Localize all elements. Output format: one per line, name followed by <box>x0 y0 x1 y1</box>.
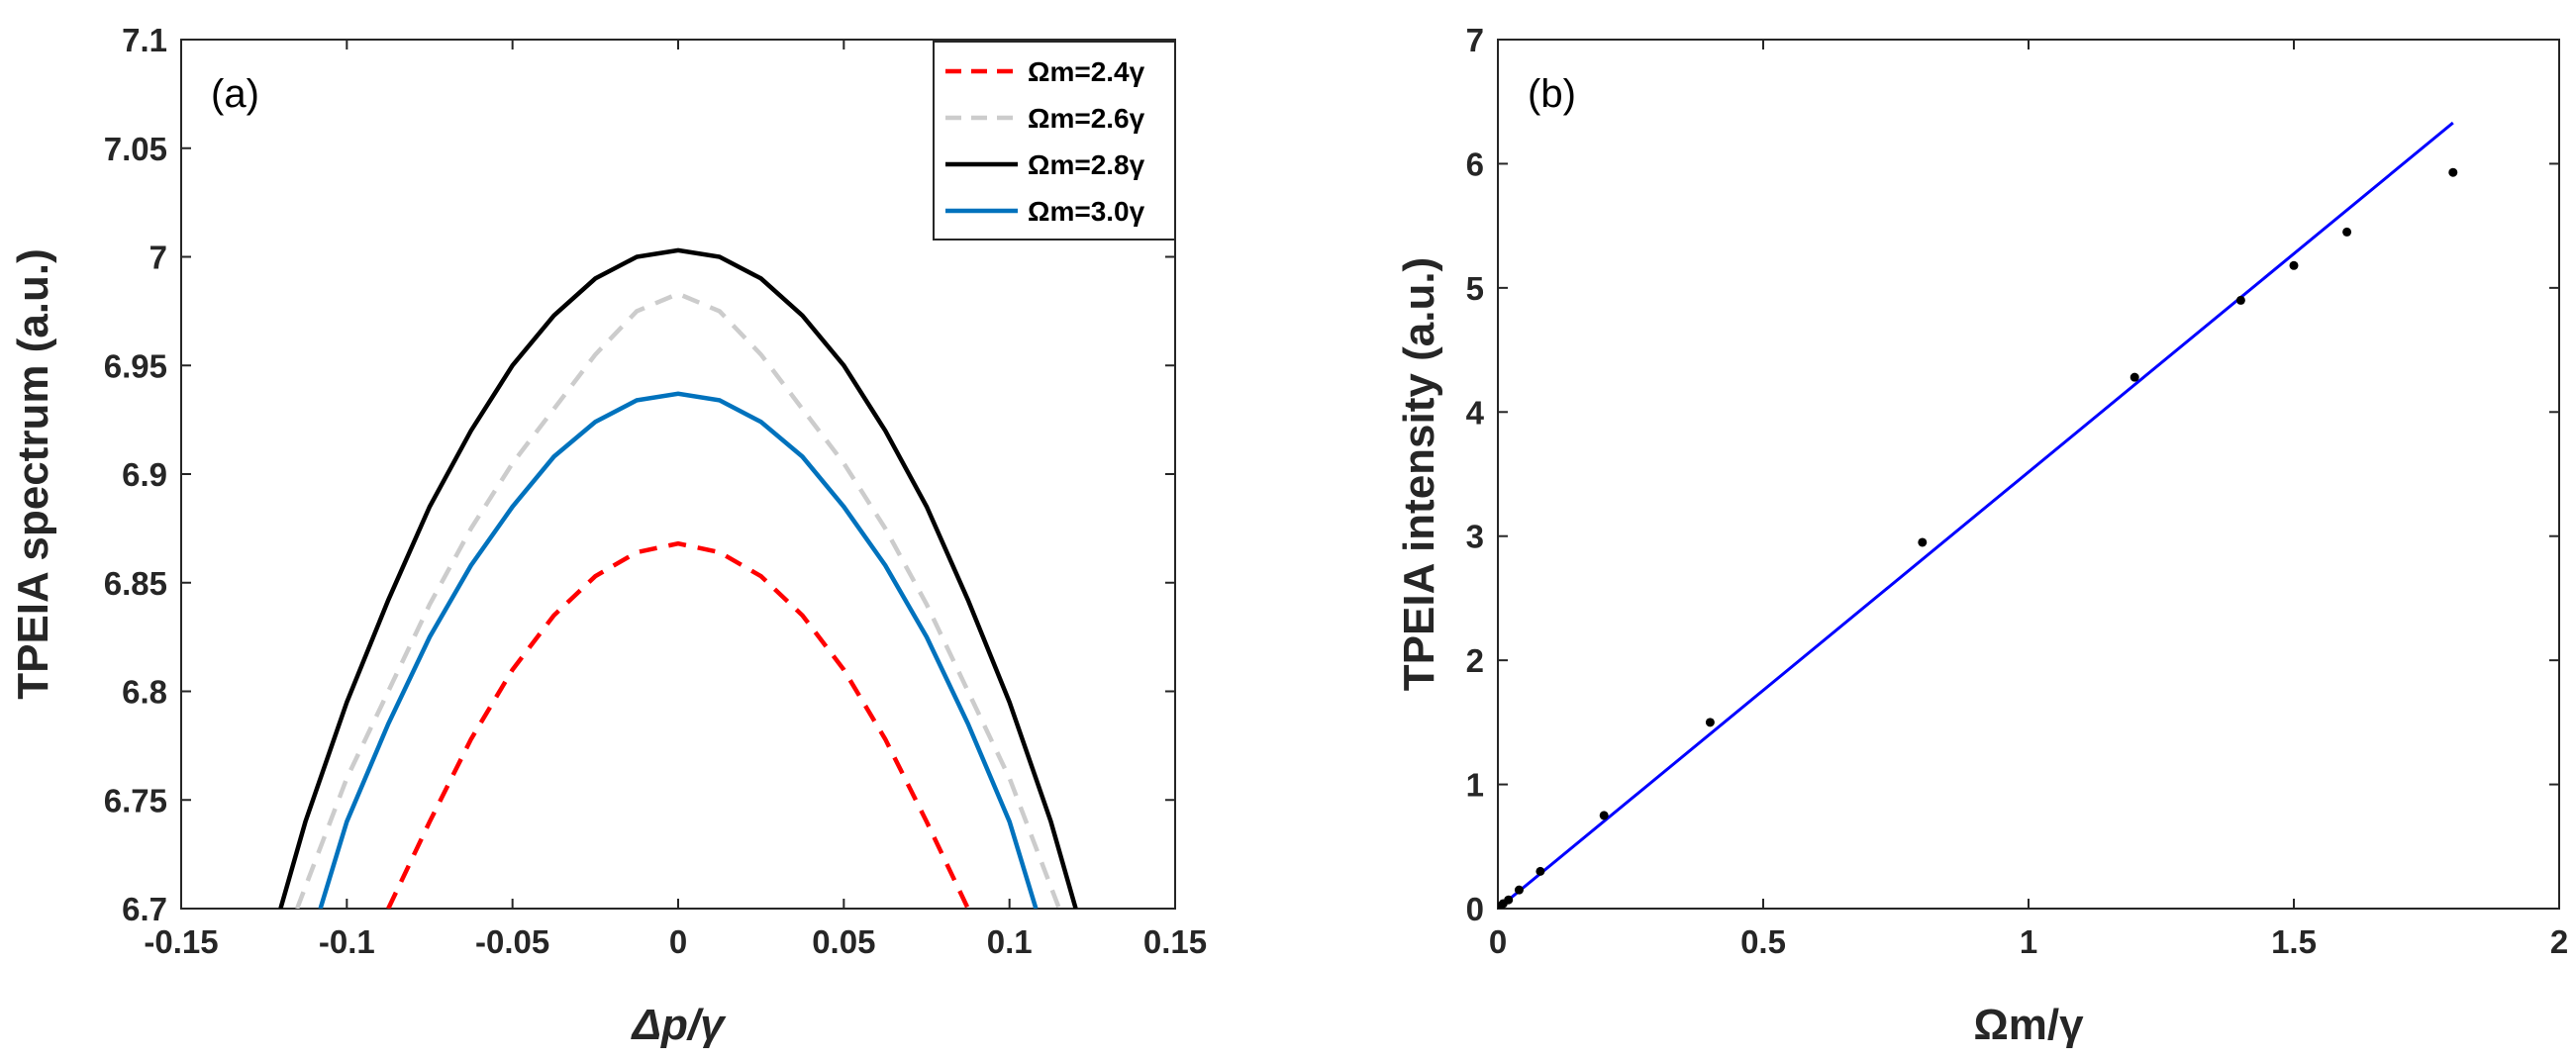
panel-label: (a) <box>211 72 259 116</box>
x-tick-label: 0.15 <box>1143 923 1207 960</box>
y-tick-label: 7 <box>1466 22 1484 58</box>
y-axis-label: TPEIA intensity (a.u.) <box>1395 257 1443 691</box>
y-tick-label: 7.05 <box>104 131 167 167</box>
y-tick-label: 3 <box>1466 519 1484 555</box>
series-line-m-3-0 <box>318 391 1039 909</box>
fit-line <box>1498 121 2454 909</box>
x-tick-label: 1 <box>2020 923 2037 960</box>
series-line-m-2-6 <box>294 291 1062 909</box>
x-tick-label: 1.5 <box>2271 923 2317 960</box>
y-tick-label: 7.1 <box>122 22 167 58</box>
y-tick-label: 6.9 <box>122 456 167 493</box>
y-tick-label: 5 <box>1466 270 1484 307</box>
y-tick-label: 0 <box>1466 891 1484 927</box>
chart-panel-a: -0.15 -0.1 -0.05 0 0.05 0.1 0.15 6.7 6.75 6.8 6.85… <box>9 22 1207 1049</box>
legend: Ωm=2.4γ Ωm=2.6γ Ωm=2.8γ Ωm=3.0γ <box>933 41 1176 241</box>
data-point <box>2130 372 2139 382</box>
x-tick-label: -0.15 <box>144 923 218 960</box>
data-point <box>1599 811 1609 820</box>
data-point <box>1536 866 1545 876</box>
data-point <box>2448 167 2458 177</box>
x-tick-label: 0 <box>669 923 687 960</box>
y-tick-label: 6.7 <box>122 891 167 927</box>
legend-label: Ωm=3.0γ <box>1028 196 1145 227</box>
x-tick-label: -0.1 <box>319 923 375 960</box>
x-tick-label: 0.1 <box>987 923 1033 960</box>
plot-area <box>1498 121 2458 909</box>
y-tick-label: 7 <box>149 240 167 276</box>
series-line-m-2-8 <box>278 247 1078 909</box>
y-tick-label: 6.8 <box>122 674 167 711</box>
series-line-m-2-4 <box>386 540 970 909</box>
legend-label: Ωm=2.6γ <box>1028 103 1145 134</box>
x-tick-label: 2 <box>2550 923 2568 960</box>
plot-area <box>278 247 1078 909</box>
legend-label: Ωm=2.8γ <box>1028 149 1145 180</box>
x-tick-label: 0.5 <box>1740 923 1786 960</box>
y-tick-label: 1 <box>1466 767 1484 804</box>
y-tick-label: 4 <box>1466 394 1485 431</box>
panel-label: (b) <box>1528 72 1576 116</box>
chart-panel-b: 0 0.5 1 1.5 2 0 1 2 3 4 5 6 7 Ωm/γ TPEIA intensity (a.… <box>1395 22 2568 1049</box>
data-point <box>1918 537 1928 547</box>
y-tick-label: 6.95 <box>104 347 167 384</box>
x-tick-label: 0 <box>1489 923 1507 960</box>
legend-label: Ωm=2.4γ <box>1028 56 1145 87</box>
x-axis-label: Δp/γ <box>630 1001 727 1049</box>
x-tick-label: 0.05 <box>812 923 875 960</box>
data-point <box>2289 260 2299 270</box>
data-point <box>2235 295 2245 305</box>
y-tick-label: 6.75 <box>104 782 167 819</box>
legend-box <box>933 41 1176 241</box>
y-tick-label: 6.85 <box>104 565 167 602</box>
y-tick-label: 6 <box>1466 145 1484 182</box>
y-tick-label: 2 <box>1466 642 1484 679</box>
data-point <box>1514 885 1524 895</box>
x-tick-label: -0.05 <box>475 923 549 960</box>
data-point <box>1705 718 1715 727</box>
data-point <box>2342 227 2352 237</box>
x-axis-label: Ωm/γ <box>1973 1001 2084 1049</box>
y-axis-label: TPEIA spectrum (a.u.) <box>9 248 57 700</box>
data-point <box>1504 895 1514 905</box>
